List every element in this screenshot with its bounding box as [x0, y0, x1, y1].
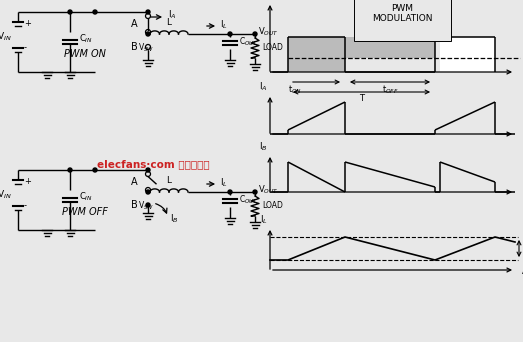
Text: PWM OFF: PWM OFF: [62, 207, 108, 217]
Polygon shape: [345, 58, 435, 72]
Text: C$_{OUT}$: C$_{OUT}$: [239, 194, 258, 206]
Text: V$_{OUT}$: V$_{OUT}$: [258, 184, 279, 196]
Text: +: +: [24, 19, 31, 28]
Text: PWM
MODULATION: PWM MODULATION: [372, 4, 433, 23]
Text: V$_{SW}$: V$_{SW}$: [138, 42, 154, 54]
Circle shape: [253, 32, 257, 36]
Circle shape: [228, 32, 232, 36]
Text: V$_{SW}$: V$_{SW}$: [138, 200, 154, 212]
Text: C$_{OUT}$: C$_{OUT}$: [239, 36, 258, 48]
Circle shape: [146, 32, 150, 36]
Text: +: +: [24, 177, 31, 186]
Text: V$_{IN}$: V$_{IN}$: [0, 31, 12, 43]
Text: -: -: [24, 201, 27, 210]
Text: PWM ON: PWM ON: [64, 49, 106, 59]
Text: L: L: [166, 18, 172, 27]
Text: T: T: [359, 94, 364, 103]
Circle shape: [253, 190, 257, 194]
Text: B: B: [131, 42, 138, 52]
Circle shape: [228, 190, 232, 194]
Polygon shape: [345, 37, 435, 58]
Text: I$_B$: I$_B$: [170, 213, 179, 225]
Text: A: A: [131, 177, 138, 187]
Text: t$_{OFF}$: t$_{OFF}$: [382, 84, 399, 96]
Text: ΔI$_L$: ΔI$_L$: [521, 265, 523, 277]
Text: I$_A$: I$_A$: [168, 9, 177, 21]
Text: B: B: [131, 200, 138, 210]
Circle shape: [146, 190, 150, 194]
Text: I$_B$: I$_B$: [259, 141, 268, 153]
Circle shape: [146, 203, 150, 207]
Circle shape: [68, 10, 72, 14]
Text: V$_{IN}$: V$_{IN}$: [0, 189, 12, 201]
Circle shape: [146, 168, 150, 172]
Circle shape: [93, 10, 97, 14]
Text: V$_{SW}$: V$_{SW}$: [249, 0, 268, 1]
Polygon shape: [288, 37, 345, 72]
Text: I$_L$: I$_L$: [220, 19, 228, 31]
Polygon shape: [440, 37, 495, 72]
Text: elecfans·com 电子发烧友: elecfans·com 电子发烧友: [97, 159, 209, 169]
Text: I$_L$: I$_L$: [260, 213, 268, 226]
Circle shape: [146, 10, 150, 14]
Text: I$_L$: I$_L$: [220, 177, 228, 189]
Text: LOAD: LOAD: [262, 43, 283, 53]
Text: V$_{OUT}$: V$_{OUT}$: [522, 52, 523, 64]
Text: LOAD: LOAD: [262, 201, 283, 210]
Text: C$_{IN}$: C$_{IN}$: [79, 191, 93, 203]
Text: A: A: [131, 19, 138, 29]
Circle shape: [68, 168, 72, 172]
Text: -: -: [24, 43, 27, 53]
Circle shape: [93, 168, 97, 172]
Text: C$_{IN}$: C$_{IN}$: [79, 33, 93, 45]
Text: L: L: [166, 176, 172, 185]
Text: V$_{OUT}$: V$_{OUT}$: [258, 26, 279, 38]
Text: t$_{ON}$: t$_{ON}$: [288, 84, 302, 96]
Text: I$_A$: I$_A$: [259, 80, 268, 93]
